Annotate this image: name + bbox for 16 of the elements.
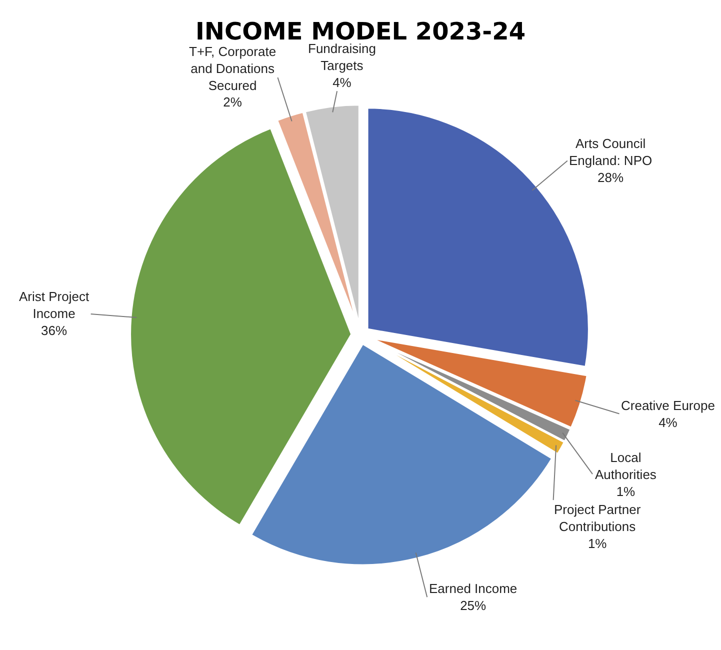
data-label: 4% <box>658 414 678 430</box>
slice-label: Project Partner Contributions <box>554 502 642 534</box>
data-label: 28% <box>598 170 624 185</box>
slice-label: T+F, Corporate and Donations Secured <box>189 44 276 93</box>
data-label: 36% <box>41 322 68 338</box>
slice-label: Fundraising Targets <box>308 41 376 73</box>
slice-label: Local Authorities <box>595 450 657 482</box>
slice-label: Arist Project Income <box>19 289 90 321</box>
data-label: 2% <box>223 94 242 110</box>
data-label: 1% <box>616 484 636 499</box>
slice-label: Creative Europe <box>621 398 715 413</box>
data-label: 4% <box>332 74 352 90</box>
data-label: 1% <box>588 536 608 551</box>
data-label: 25% <box>460 598 487 613</box>
slice-label: Arts Council England: NPO <box>569 136 652 168</box>
slice-label: Earned Income <box>429 581 518 596</box>
